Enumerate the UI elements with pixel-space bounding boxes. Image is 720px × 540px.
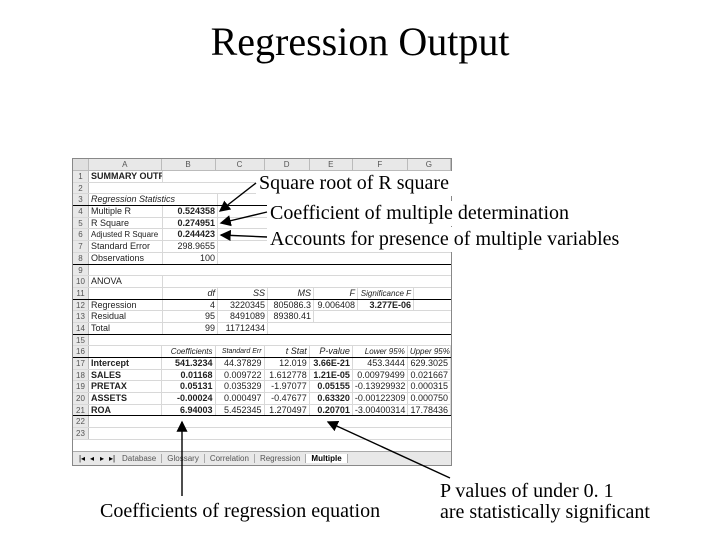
row-intercept: Intercept xyxy=(89,358,162,369)
annotation-pvalues-b: are statistically significant xyxy=(440,501,650,524)
tab-regression[interactable]: Regression xyxy=(255,454,306,463)
summary-output: SUMMARY OUTPUT xyxy=(89,171,163,182)
anova-reg: Regression xyxy=(89,300,163,311)
hdr-p: P-value xyxy=(310,346,353,357)
rsquare-value: 0.274951 xyxy=(163,218,218,229)
cell: 629.3025 xyxy=(408,358,451,369)
regstats-header: Regression Statistics xyxy=(89,194,218,205)
col-A: A xyxy=(89,159,162,170)
cell: 0.000750 xyxy=(408,393,451,404)
adjR-value: 0.244423 xyxy=(163,229,218,240)
obs-value: 100 xyxy=(163,253,218,264)
col-B: B xyxy=(162,159,216,170)
annotation-coefficients: Coefficients of regression equation xyxy=(100,500,380,523)
cell: 44.37829 xyxy=(216,358,265,369)
cell: 0.05155 xyxy=(310,381,353,392)
anova-sigf: Significance F xyxy=(358,288,414,299)
cell: 8491089 xyxy=(218,311,268,322)
cell: 1.21E-05 xyxy=(310,370,353,381)
cell: -0.00024 xyxy=(162,393,216,404)
anova-ms: MS xyxy=(268,288,314,299)
hdr-lo: Lower 95% xyxy=(353,346,408,357)
cell: 12.019 xyxy=(265,358,310,369)
stderr-value: 298.9655 xyxy=(163,241,218,252)
cell: 17.78436 xyxy=(408,405,451,416)
obs-label: Observations xyxy=(89,253,163,264)
col-E: E xyxy=(310,159,353,170)
anova-ss: SS xyxy=(218,288,268,299)
anova-df: df xyxy=(163,288,218,299)
multipleR-label: Multiple R xyxy=(89,206,163,217)
cell: 541.3234 xyxy=(162,358,216,369)
cell: -3.00400314 xyxy=(353,405,408,416)
hdr-coef: Coefficients xyxy=(162,346,216,357)
col-D: D xyxy=(265,159,310,170)
cell: 0.009722 xyxy=(216,370,265,381)
cell: 0.63320 xyxy=(310,393,353,404)
worksheet-tabs[interactable]: |◂ ◂ ▸ ▸| Database Glossary Correlation … xyxy=(73,451,451,465)
cell: 0.20701 xyxy=(310,405,353,416)
nav-prev-icon[interactable]: ◂ xyxy=(87,454,97,463)
tab-correlation[interactable]: Correlation xyxy=(205,454,255,463)
anova-label: ANOVA xyxy=(89,276,163,287)
row-assets: ASSETS xyxy=(89,393,162,404)
cell: 0.035329 xyxy=(216,381,265,392)
col-G: G xyxy=(408,159,451,170)
hdr-hi: Upper 95% xyxy=(408,346,451,357)
cell: 4 xyxy=(163,300,218,311)
cell: 9.006408 xyxy=(314,300,358,311)
cell: 3220345 xyxy=(218,300,268,311)
stderr-label: Standard Error xyxy=(89,241,163,252)
cell: 6.94003 xyxy=(162,405,216,416)
cell: 0.000315 xyxy=(408,381,451,392)
anova-res: Residual xyxy=(89,311,163,322)
cell: 0.000497 xyxy=(216,393,265,404)
col-F: F xyxy=(353,159,408,170)
adjR-label: Adjusted R Square xyxy=(89,229,163,240)
cell: -0.13929932 xyxy=(353,381,408,392)
col-C: C xyxy=(216,159,265,170)
row-sales: SALES xyxy=(89,370,162,381)
anova-f: F xyxy=(314,288,358,299)
cell: 0.00979499 xyxy=(353,370,408,381)
rsquare-label: R Square xyxy=(89,218,163,229)
cell: -0.00122309 xyxy=(353,393,408,404)
annotation-sqrt-rsquare: Square root of R square xyxy=(256,171,452,196)
tab-database[interactable]: Database xyxy=(117,454,162,463)
cell: -1.97077 xyxy=(265,381,310,392)
nav-first-icon[interactable]: |◂ xyxy=(77,454,87,463)
cell: 3.277E-06 xyxy=(358,300,414,311)
annotation-pvalues-a: P values of under 0. 1 xyxy=(440,480,614,503)
annotation-coef-determination: Coefficient of multiple determination xyxy=(267,201,572,226)
cell: -0.47677 xyxy=(265,393,310,404)
cell: 89380.41 xyxy=(268,311,314,322)
annotation-adjusted: Accounts for presence of multiple variab… xyxy=(267,227,622,252)
cell: 99 xyxy=(163,323,218,334)
column-headers: A B C D E F G xyxy=(73,159,451,171)
cell: 95 xyxy=(163,311,218,322)
multipleR-value: 0.524358 xyxy=(163,206,218,217)
anova-tot: Total xyxy=(89,323,163,334)
row-pretax: PRETAX xyxy=(89,381,162,392)
cell: 3.66E-21 xyxy=(310,358,353,369)
cell: 11712434 xyxy=(218,323,268,334)
hdr-se: Standard Err xyxy=(216,346,265,357)
cell: 0.01168 xyxy=(162,370,216,381)
nav-last-icon[interactable]: ▸| xyxy=(107,454,117,463)
cell: 5.452345 xyxy=(216,405,265,416)
row-roa: ROA xyxy=(89,405,162,416)
nav-next-icon[interactable]: ▸ xyxy=(97,454,107,463)
hdr-t: t Stat xyxy=(265,346,310,357)
cell: 453.3444 xyxy=(353,358,408,369)
cell: 1.612778 xyxy=(265,370,310,381)
cell: 805086.3 xyxy=(268,300,314,311)
cell: 1.270497 xyxy=(265,405,310,416)
tab-glossary[interactable]: Glossary xyxy=(162,454,205,463)
tab-multiple[interactable]: Multiple xyxy=(306,454,347,463)
cell: 0.05131 xyxy=(162,381,216,392)
page-title: Regression Output xyxy=(0,18,720,65)
cell: 0.021667 xyxy=(408,370,451,381)
